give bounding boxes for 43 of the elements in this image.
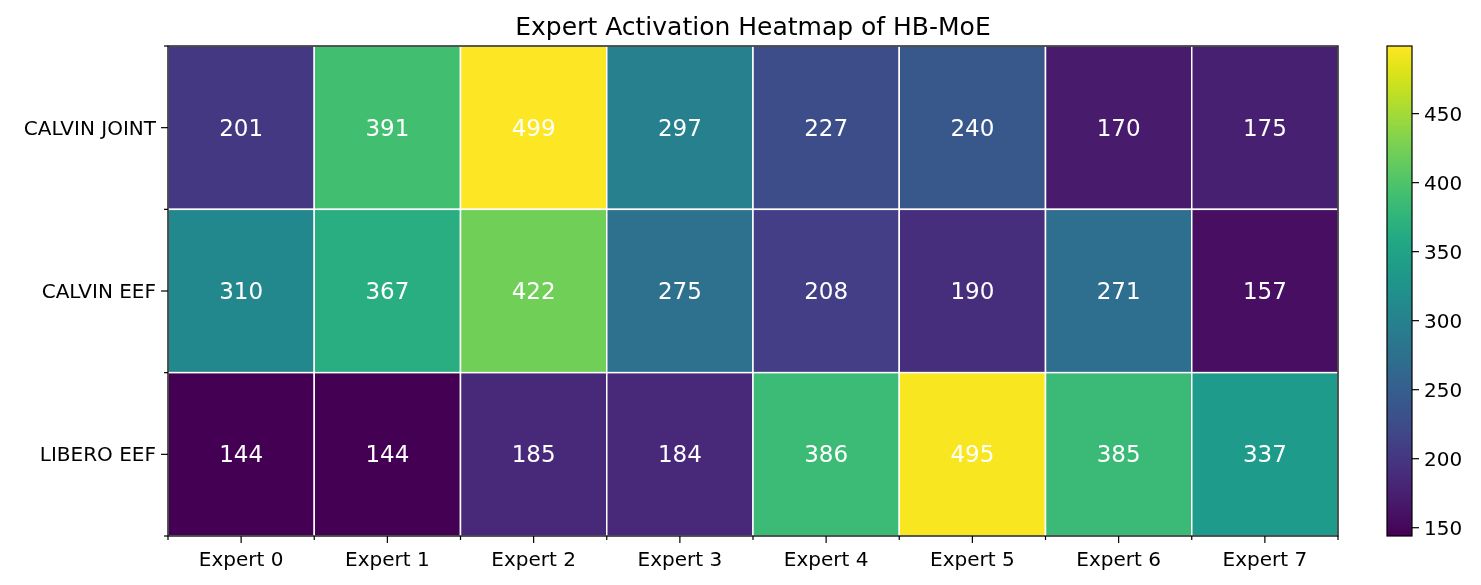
data-label: 185 <box>511 441 556 468</box>
data-label: 227 <box>804 114 849 141</box>
data-label: 275 <box>657 278 702 304</box>
data-label: 190 <box>950 278 995 304</box>
x-tick-label: Expert 7 <box>1222 547 1308 571</box>
data-label: 170 <box>1096 114 1141 141</box>
data-label: 386 <box>804 441 849 468</box>
color-bar-label: 400 <box>1424 170 1463 195</box>
data-label: 201 <box>219 114 264 141</box>
data-label: 208 <box>804 278 849 304</box>
x-tick-label: Expert 1 <box>345 547 430 571</box>
y-tick-label: CALVIN JOINT <box>23 115 157 140</box>
data-label: 422 <box>511 278 556 304</box>
data-label: 157 <box>1242 278 1287 304</box>
data-label: 367 <box>365 278 410 304</box>
data-label: 297 <box>657 114 702 141</box>
color-bar-label: 350 <box>1424 239 1463 264</box>
data-label: 184 <box>657 441 702 468</box>
data-label: 240 <box>950 114 995 141</box>
data-label: 271 <box>1096 278 1141 304</box>
data-label: 385 <box>1096 441 1141 468</box>
data-label: 144 <box>365 441 410 468</box>
x-tick-label: Expert 0 <box>198 547 284 571</box>
data-label: 391 <box>365 114 410 141</box>
data-label: 175 <box>1242 114 1287 141</box>
x-tick-label: Expert 5 <box>930 547 1015 571</box>
color-bar-label: 450 <box>1424 101 1463 126</box>
x-tick-label: Expert 2 <box>491 547 576 571</box>
color-bar-label: 300 <box>1424 308 1463 333</box>
chart-title: Expert Activation Heatmap of HB-MoE <box>515 12 991 41</box>
data-label: 499 <box>511 114 556 141</box>
x-tick-label: Expert 6 <box>1076 547 1161 571</box>
color-bar-label: 200 <box>1424 446 1463 471</box>
data-label: 337 <box>1242 441 1287 468</box>
x-tick-label: Expert 4 <box>783 547 869 571</box>
x-tick-label: Expert 3 <box>637 547 723 571</box>
y-tick-label: LIBERO EEF <box>39 442 156 467</box>
data-label: 310 <box>219 278 264 304</box>
data-label: 144 <box>219 441 264 468</box>
color-bar-label: 150 <box>1424 515 1463 540</box>
data-label: 495 <box>950 441 995 468</box>
color-bar-label: 250 <box>1424 377 1463 402</box>
y-tick-label: CALVIN EEF <box>41 279 156 303</box>
